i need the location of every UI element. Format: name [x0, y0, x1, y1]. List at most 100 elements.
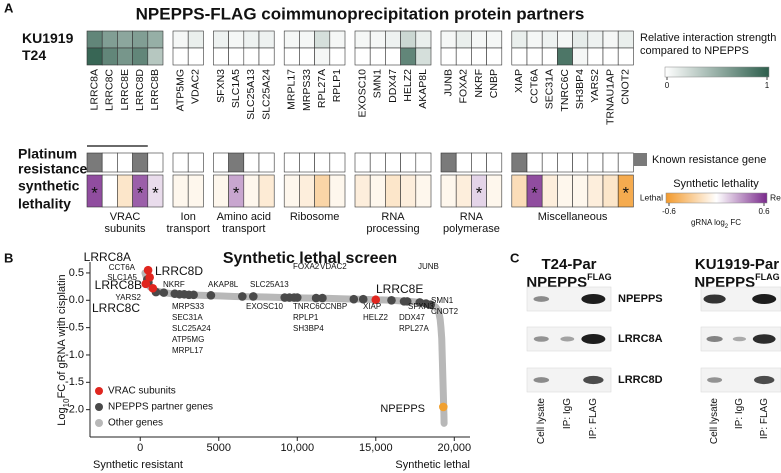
blot-band [533, 377, 550, 383]
lethality-cell [440, 174, 457, 208]
colorbar-tick-label: 0.6 [758, 207, 770, 216]
column-label: AKAP8L [417, 69, 429, 109]
colorbar-unit-part: gRNA log [691, 218, 725, 227]
column-label: SFXN3 [215, 69, 227, 103]
resistance-cell [486, 152, 503, 173]
significance-marker: * [233, 183, 240, 202]
gene-point [238, 292, 247, 301]
gene-point [206, 291, 216, 300]
point-label: NPEPPS [380, 403, 425, 415]
resistance-cell [471, 152, 487, 173]
point-label: TNRC6C [293, 302, 326, 311]
column-label: SLC25A13 [245, 69, 257, 120]
x-tick-label: 5000 [207, 442, 231, 454]
gene-point [426, 300, 436, 309]
y-tick-label: -2.0 [65, 404, 84, 416]
y-tick-label: 0.0 [69, 294, 84, 306]
lane-label: Cell lysate [709, 398, 720, 445]
y-axis-label-part: Log [56, 407, 68, 425]
resistance-cell [228, 152, 245, 173]
significance-marker: * [476, 183, 483, 202]
colorbar-tick-label: 1 [765, 81, 770, 90]
heatmap-cell [415, 47, 432, 66]
heatmap-cell [511, 47, 528, 66]
heatmap-cell [117, 47, 133, 66]
heatmap-cell [415, 30, 432, 49]
resistance-cell [314, 152, 331, 173]
point-label: XIAP [363, 302, 381, 311]
blot-band [533, 336, 549, 342]
resistance-cell [117, 152, 133, 173]
heatmap-cell [329, 30, 346, 49]
heatmap-cell [117, 30, 133, 49]
heatmap-cell [132, 47, 149, 66]
group-label: Amino acid [217, 211, 271, 223]
heatmap-cell [486, 30, 503, 49]
heatmap-cell [314, 30, 331, 49]
lethality-cell [541, 174, 558, 208]
lethality-cell [369, 174, 386, 208]
significance-marker: * [91, 183, 98, 202]
gene-point [141, 279, 151, 289]
gene-point [349, 294, 359, 304]
column-label: TNRC6C [559, 69, 571, 112]
lethality-cell [329, 174, 346, 208]
gene-point [358, 294, 368, 304]
group-label: VRAC [110, 211, 141, 223]
heatmap-cell [299, 30, 315, 49]
point-label: SLC1A5 [107, 273, 137, 282]
point-label: SH3BP4 [293, 324, 324, 333]
gene-point [387, 295, 396, 305]
blot-construct-part: FLAG [587, 272, 612, 282]
resistance-cell [572, 152, 589, 173]
column-label: YARS2 [589, 69, 601, 103]
row-label: resistance [18, 161, 87, 177]
blot-band [703, 294, 726, 304]
heatmap-cell [86, 30, 103, 49]
resistance-cell [243, 152, 260, 173]
column-label: MRPS33 [301, 69, 313, 111]
blot-band [581, 334, 606, 344]
heatmap-cell [572, 47, 589, 66]
point-label: VDAC2 [320, 262, 347, 271]
point-label: CNBP [325, 302, 347, 311]
lane-label: IP: IgG [734, 398, 745, 429]
legend-label: Known resistance gene [652, 154, 766, 166]
column-label: CNBP [488, 69, 500, 98]
resistance-cell [385, 152, 401, 173]
row-label: lethality [18, 196, 71, 212]
resistance-cell [400, 152, 417, 173]
row-label: KU1919 [22, 30, 74, 46]
column-label: JUNB [442, 69, 454, 96]
lethality-cell [172, 174, 189, 208]
heatmap-cell [172, 30, 189, 49]
blot-band [583, 375, 604, 385]
heatmap-cell [147, 47, 164, 66]
colorbar-unit-part: FC [728, 218, 741, 227]
heatmap-cell [86, 47, 103, 66]
point-label: SEC31A [172, 313, 203, 322]
heatmap-cell [283, 47, 300, 66]
colorbar-title: Synthetic lethality [673, 178, 759, 190]
heatmap-cell [354, 47, 371, 66]
gene-point [143, 265, 153, 275]
group-label: Ion [181, 211, 196, 223]
column-label: LRRC8C [104, 69, 116, 111]
point-label: LRRC8E [376, 282, 423, 296]
colorbar [665, 192, 768, 204]
heatmap-cell [602, 47, 619, 66]
gene-point [189, 290, 198, 300]
lethality-cell [299, 174, 315, 208]
group-label: RNA [381, 211, 405, 223]
heatmap-cell [258, 30, 275, 49]
point-label: NKRF [163, 280, 185, 289]
resistance-cell [617, 152, 634, 173]
colorbar-end-label: Lethal [640, 192, 663, 202]
point-label: MRPS33 [172, 302, 205, 311]
blot-band [752, 294, 777, 304]
lethality-cell [572, 174, 589, 208]
lethality-cell [400, 174, 417, 208]
column-label: TRNAU1AP [604, 69, 616, 125]
gene-point [402, 297, 412, 306]
